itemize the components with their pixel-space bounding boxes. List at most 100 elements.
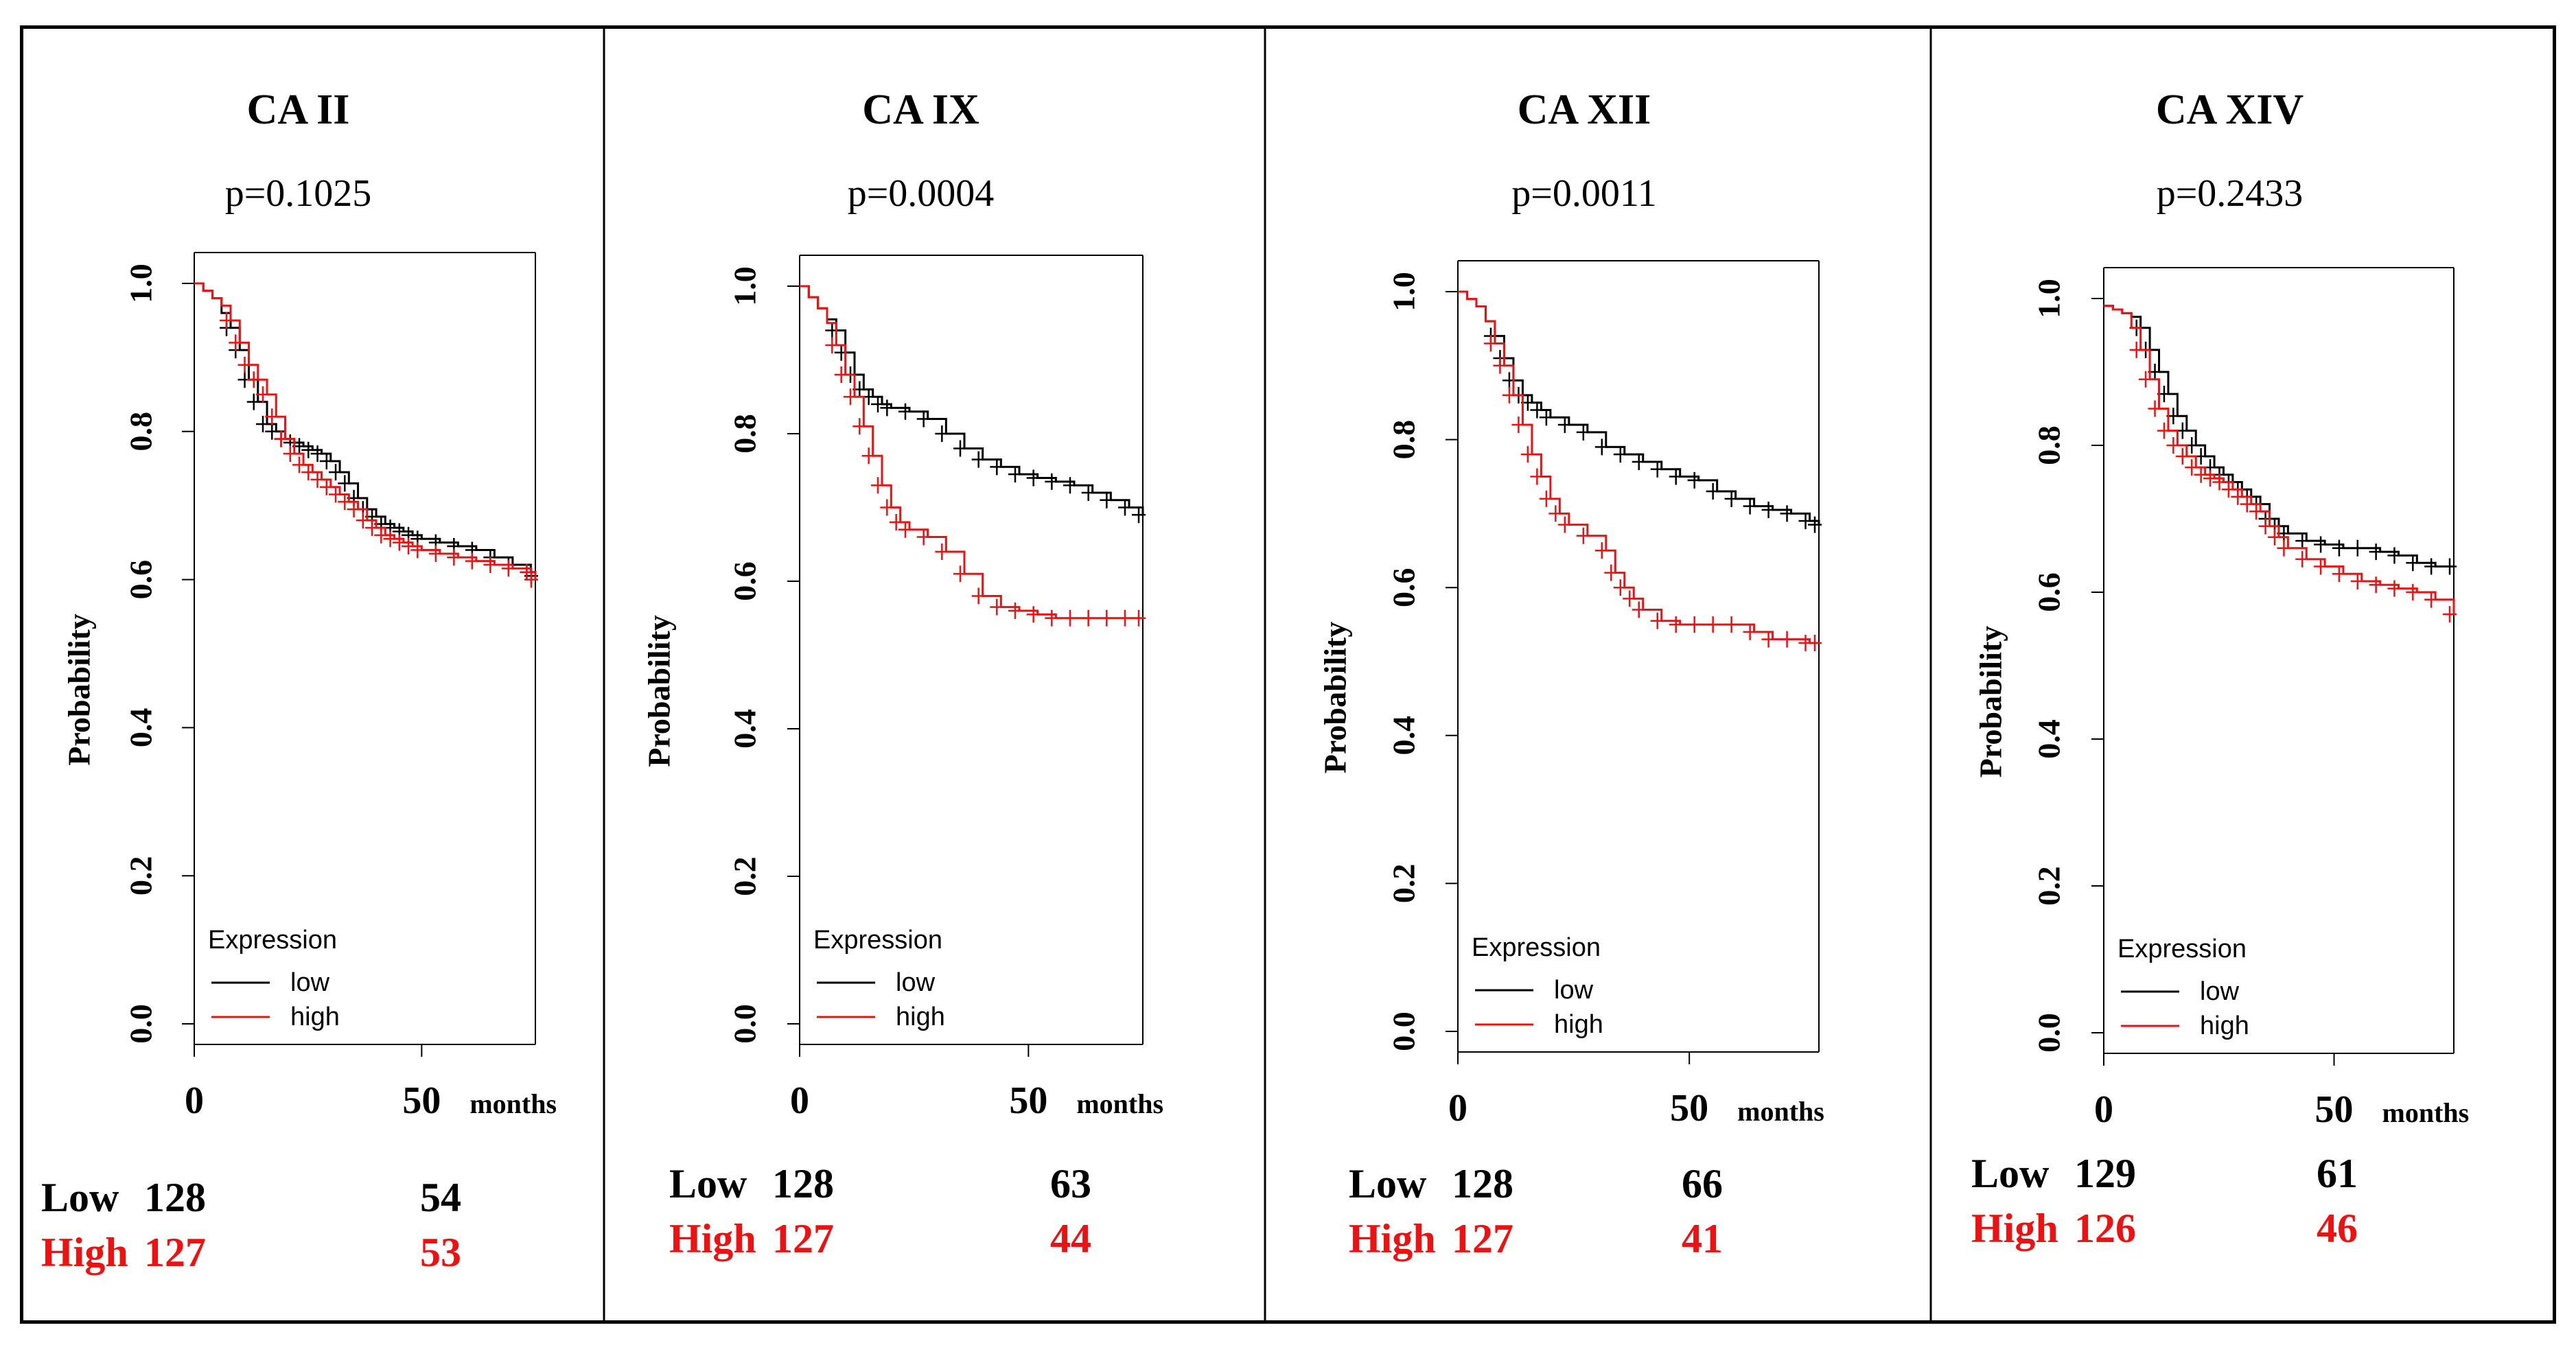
censor-mark-high: [2258, 517, 2273, 535]
censor-mark-high: [2387, 580, 2402, 597]
censor-mark-high: [310, 471, 325, 488]
censor-mark-high: [365, 519, 380, 537]
censor-mark-low: [2443, 558, 2457, 575]
y-tick-label: 0.4: [2032, 719, 2067, 759]
y-tick-label: 0.8: [728, 414, 763, 454]
censor-mark-high: [1724, 616, 1739, 633]
censor-mark-low: [2369, 543, 2383, 561]
legend-title: Expression: [813, 926, 942, 955]
censor-mark-high: [301, 464, 316, 481]
censor-mark-high: [2295, 550, 2310, 568]
censor-mark-low: [1706, 483, 1720, 500]
censor-mark-high: [237, 356, 252, 373]
censor-mark-low: [329, 464, 343, 481]
chart-title: CA XII: [1518, 86, 1651, 133]
censor-mark-low: [1100, 491, 1114, 508]
censor-mark-high: [953, 565, 967, 583]
censor-mark-high: [871, 477, 885, 494]
censor-mark-low: [338, 475, 352, 492]
censor-mark-high: [1063, 609, 1077, 627]
censor-mark-high: [916, 528, 931, 546]
x-tick-label: 50: [1009, 1079, 1047, 1122]
legend-label-low: low: [896, 968, 936, 997]
censor-mark-low: [1045, 473, 1059, 490]
censor-mark-low: [1539, 409, 1553, 426]
censor-mark-high: [825, 337, 839, 353]
censor-mark-low: [265, 423, 279, 440]
censor-mark-high: [2424, 591, 2439, 608]
censor-mark-high: [338, 493, 352, 511]
risk-low-n50: 54: [420, 1175, 461, 1220]
censor-mark-low: [935, 425, 949, 442]
y-tick-label: 0.6: [1386, 568, 1422, 607]
censor-mark-high: [2231, 488, 2245, 505]
x-unit-label: months: [469, 1088, 557, 1119]
censor-mark-high: [2212, 473, 2227, 491]
censor-mark-high: [2157, 422, 2171, 439]
censor-mark-high: [274, 430, 288, 447]
censor-mark-low: [1780, 505, 1794, 522]
censor-mark-high: [1539, 490, 1553, 507]
risk-high-n50: 46: [2317, 1206, 2358, 1251]
y-tick-label: 0.6: [728, 561, 763, 601]
censor-mark-low: [1576, 423, 1590, 441]
risk-low-label: Low: [1971, 1151, 2050, 1196]
censor-mark-high: [2268, 528, 2282, 546]
censor-mark-high: [2406, 584, 2420, 600]
km-curve-low: [194, 282, 537, 576]
legend-label-high: high: [896, 1003, 945, 1031]
y-tick-label: 0.8: [124, 412, 159, 452]
x-tick-label: 50: [402, 1079, 441, 1122]
censor-mark-high: [402, 538, 416, 555]
legend-title: Expression: [2117, 935, 2247, 963]
censor-mark-low: [971, 451, 986, 468]
censor-mark-high: [1632, 601, 1646, 618]
censor-mark-low: [2332, 539, 2346, 557]
censor-mark-high: [1669, 616, 1683, 633]
risk-high-n0: 127: [144, 1230, 206, 1275]
risk-high-n0: 127: [772, 1216, 834, 1261]
censor-mark-low: [2387, 547, 2402, 564]
censor-mark-high: [880, 499, 894, 516]
censor-mark-high: [2221, 481, 2236, 498]
censor-mark-high: [2175, 448, 2190, 465]
risk-low-n0: 129: [2074, 1151, 2136, 1196]
legend-title: Expression: [208, 926, 337, 955]
censor-mark-high: [447, 549, 461, 566]
y-tick-label: 0.0: [728, 1004, 763, 1044]
censor-mark-high: [2203, 470, 2218, 487]
censor-mark-high: [1081, 609, 1095, 627]
x-tick-label: 0: [2094, 1088, 2113, 1131]
censor-mark-high: [501, 560, 515, 577]
censor-mark-high: [1548, 505, 1563, 522]
censor-mark-low: [1743, 498, 1757, 515]
censor-mark-low: [1594, 438, 1609, 456]
censor-mark-high: [1530, 468, 1544, 485]
km-curve-high: [800, 285, 1143, 620]
censor-mark-high: [861, 447, 876, 465]
censor-mark-low: [953, 440, 967, 457]
p-value: p=0.2433: [2157, 172, 2304, 215]
censor-mark-high: [2443, 606, 2457, 623]
censor-mark-low: [898, 403, 912, 420]
censor-mark-low: [916, 410, 931, 428]
risk-high-label: High: [1349, 1216, 1436, 1261]
censor-mark-high: [2166, 437, 2181, 454]
censor-mark-low: [990, 458, 1004, 476]
y-tick-label: 0.2: [124, 856, 159, 896]
censor-mark-high: [383, 530, 397, 548]
censor-mark-low: [2424, 558, 2439, 575]
censor-mark-high: [1502, 386, 1516, 404]
censor-mark-high: [1808, 635, 1822, 652]
y-tick-label: 1.0: [2032, 279, 2067, 318]
y-tick-label: 0.4: [728, 709, 763, 749]
y-tick-label: 0.0: [2032, 1013, 2067, 1053]
legend-label-high: high: [2200, 1011, 2249, 1040]
censor-mark-high: [2314, 558, 2328, 575]
p-value: p=0.1025: [225, 172, 372, 215]
censor-mark-high: [1132, 609, 1146, 627]
x-unit-label: months: [1737, 1096, 1824, 1127]
y-tick-label: 0.8: [1386, 420, 1422, 460]
